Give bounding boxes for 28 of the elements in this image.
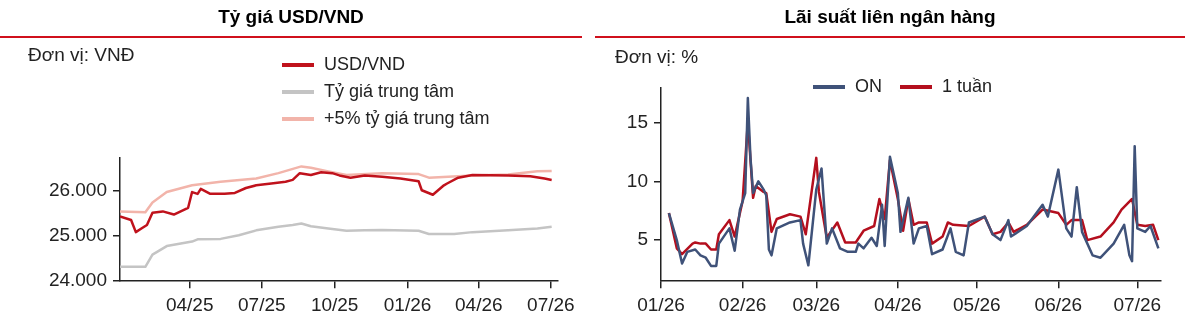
x-tick-label: 04/25 — [165, 293, 214, 315]
x-tick-label: 07/26 — [1113, 293, 1162, 315]
x-tick-label: 10/25 — [310, 293, 359, 315]
x-tick-label: 07/25 — [238, 293, 286, 315]
y-tick-label: 25.000 — [48, 224, 107, 246]
x-tick-label: 04/26 — [455, 293, 503, 315]
chart-title: Lãi suất liên ngân hàng — [783, 6, 997, 28]
x-tick-label: 07/26 — [527, 293, 575, 315]
x-tick-label: 04/26 — [874, 293, 922, 315]
y-tick-label: 15 — [626, 110, 648, 132]
y-tick-label: 10 — [626, 169, 648, 191]
y-axis-title: Đơn vị: % — [615, 46, 699, 68]
x-tick-label: 01/26 — [383, 293, 432, 315]
legend-label: Tỷ giá trung tâm — [324, 81, 455, 102]
y-tick-label: 26.000 — [48, 179, 107, 201]
y-tick-label: 24.000 — [48, 269, 107, 291]
x-tick-label: 03/26 — [792, 293, 841, 315]
chart-title: Tỷ giá USD/VND — [217, 6, 365, 28]
x-tick-label: 05/26 — [953, 293, 1001, 315]
legend-label: USD/VND — [324, 54, 406, 75]
x-tick-label: 01/26 — [637, 293, 685, 315]
legend-label: 1 tuần — [942, 76, 993, 97]
y-axis-title: Đơn vị: VNĐ — [28, 44, 135, 66]
legend-label: ON — [855, 76, 882, 97]
y-tick-label: 5 — [637, 228, 648, 250]
x-tick-label: 06/26 — [1034, 293, 1083, 315]
legend-label: +5% tỷ giá trung tâm — [324, 108, 490, 129]
x-tick-label: 02/26 — [718, 293, 767, 315]
